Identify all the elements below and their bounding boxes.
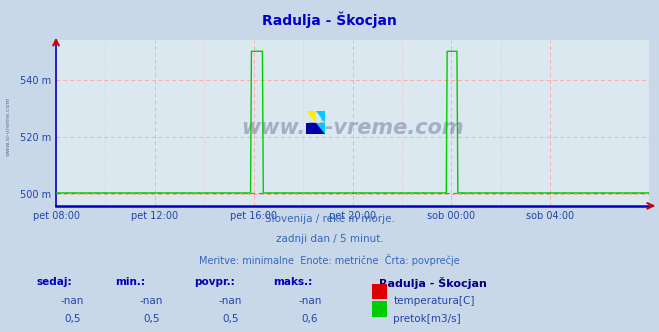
Text: povpr.:: povpr.: — [194, 277, 235, 287]
Polygon shape — [316, 111, 325, 123]
Polygon shape — [306, 111, 316, 123]
Text: temperatura[C]: temperatura[C] — [393, 296, 475, 306]
Text: -nan: -nan — [298, 296, 322, 306]
Text: -nan: -nan — [140, 296, 163, 306]
Text: 0,5: 0,5 — [64, 314, 81, 324]
Text: 0,5: 0,5 — [222, 314, 239, 324]
Text: Radulja - Škocjan: Radulja - Škocjan — [262, 12, 397, 28]
Text: pretok[m3/s]: pretok[m3/s] — [393, 314, 461, 324]
Text: -nan: -nan — [61, 296, 84, 306]
Text: sedaj:: sedaj: — [36, 277, 72, 287]
Text: 0,6: 0,6 — [301, 314, 318, 324]
Text: 0,5: 0,5 — [143, 314, 160, 324]
Text: min.:: min.: — [115, 277, 146, 287]
Text: Radulja - Škocjan: Radulja - Škocjan — [379, 277, 487, 289]
Text: Meritve: minimalne  Enote: metrične  Črta: povprečje: Meritve: minimalne Enote: metrične Črta:… — [199, 254, 460, 266]
Text: maks.:: maks.: — [273, 277, 313, 287]
Polygon shape — [306, 123, 325, 134]
Polygon shape — [316, 123, 325, 134]
Text: -nan: -nan — [219, 296, 243, 306]
Text: Slovenija / reke in morje.: Slovenija / reke in morje. — [264, 214, 395, 224]
Text: zadnji dan / 5 minut.: zadnji dan / 5 minut. — [275, 234, 384, 244]
Text: www.si-vreme.com: www.si-vreme.com — [241, 118, 464, 138]
Text: www.si-vreme.com: www.si-vreme.com — [6, 96, 11, 156]
